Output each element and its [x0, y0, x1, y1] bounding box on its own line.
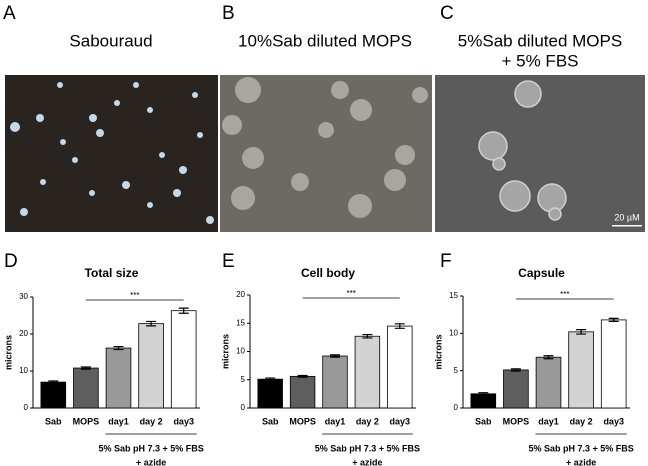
bar [470, 393, 497, 409]
x-tick-label: day1 [325, 416, 346, 426]
bar [138, 323, 164, 409]
x-tick-label: day 2 [570, 416, 593, 426]
y-tick-label: 15 [449, 291, 458, 300]
bar [387, 325, 413, 409]
error-bar [608, 317, 619, 322]
y-tick-label: 0 [24, 403, 29, 412]
error-bar [543, 355, 554, 360]
y-tick-label: 5 [454, 366, 459, 375]
y-axis-label: microns [220, 334, 230, 369]
group-label: 5% Sab pH 7.3 + 5% FBS [315, 443, 420, 453]
error-bar [362, 333, 373, 339]
bar [503, 369, 529, 409]
error-bar [48, 380, 59, 384]
significance-label: *** [347, 289, 356, 298]
error-bar [80, 366, 91, 370]
panel-letter: C [440, 3, 454, 24]
error-bar [330, 354, 340, 358]
y-axis-label: microns [433, 334, 443, 369]
y-tick-label: 10 [19, 366, 28, 375]
panel-title: 5%Sab diluted MOPS [458, 31, 622, 50]
chart-title: Cell body [301, 266, 355, 280]
bar [170, 310, 197, 409]
panel-title: Sabouraud [69, 31, 152, 50]
bar [105, 347, 132, 409]
y-tick-label: 0 [454, 403, 459, 412]
error-bar [178, 307, 189, 314]
chart-title: Total size [85, 266, 139, 280]
x-tick-label: day3 [603, 416, 624, 426]
bar [257, 378, 283, 409]
bar [289, 375, 316, 409]
micrograph [220, 75, 432, 232]
error-bar [510, 368, 521, 372]
significance-label: *** [130, 291, 139, 300]
y-tick-label: 10 [449, 328, 458, 337]
x-tick-label: day1 [538, 416, 559, 426]
bar [535, 356, 562, 409]
y-tick-label: 0 [241, 403, 246, 412]
x-tick-label: day 2 [140, 416, 163, 426]
group-label: + azide [352, 457, 382, 466]
error-bar [297, 374, 308, 378]
error-bar [265, 377, 276, 381]
error-bar [146, 320, 157, 327]
bar [73, 367, 99, 409]
bar [568, 331, 594, 409]
error-bar [113, 345, 124, 351]
bar [322, 355, 348, 409]
y-tick-label: 20 [19, 329, 28, 338]
bar [40, 381, 67, 409]
panel-letter: A [3, 3, 16, 24]
panel-title: 10%Sab diluted MOPS [238, 31, 412, 50]
group-label: 5% Sab pH 7.3 + 5% FBS [98, 443, 203, 453]
x-tick-label: Sab [475, 416, 492, 426]
y-axis-label: microns [3, 335, 13, 370]
x-tick-label: day1 [108, 416, 129, 426]
panel-letter: E [222, 251, 235, 272]
error-bar [478, 392, 489, 396]
bar [354, 335, 381, 409]
x-tick-label: Sab [45, 416, 62, 426]
y-tick-label: 10 [236, 347, 245, 356]
x-tick-label: Sab [262, 416, 279, 426]
y-tick-label: 15 [236, 318, 245, 327]
bar [600, 319, 627, 409]
significance-label: *** [560, 290, 569, 299]
group-label: + azide [136, 457, 166, 466]
micrograph: 20 µM [435, 75, 645, 232]
y-tick-label: 30 [19, 292, 28, 301]
x-tick-label: MOPS [289, 416, 316, 426]
chart-title: Capsule [518, 266, 565, 280]
x-tick-label: MOPS [503, 416, 530, 426]
x-tick-label: day 2 [356, 416, 379, 426]
group-label: + azide [566, 457, 596, 466]
panel-letter: D [4, 251, 18, 272]
error-bar [576, 329, 587, 335]
micrograph [5, 75, 218, 232]
y-tick-label: 20 [236, 290, 245, 299]
group-label: 5% Sab pH 7.3 + 5% FBS [528, 443, 633, 453]
x-tick-label: MOPS [73, 416, 100, 426]
panel-letter: F [440, 251, 452, 272]
error-bar [394, 323, 405, 329]
panel-letter: B [222, 3, 235, 24]
x-tick-label: day3 [173, 416, 194, 426]
x-tick-label: day3 [390, 416, 411, 426]
panel-title: + 5% FBS [501, 51, 578, 70]
scale-bar-label: 20 µM [614, 212, 639, 222]
y-tick-label: 5 [241, 375, 246, 384]
